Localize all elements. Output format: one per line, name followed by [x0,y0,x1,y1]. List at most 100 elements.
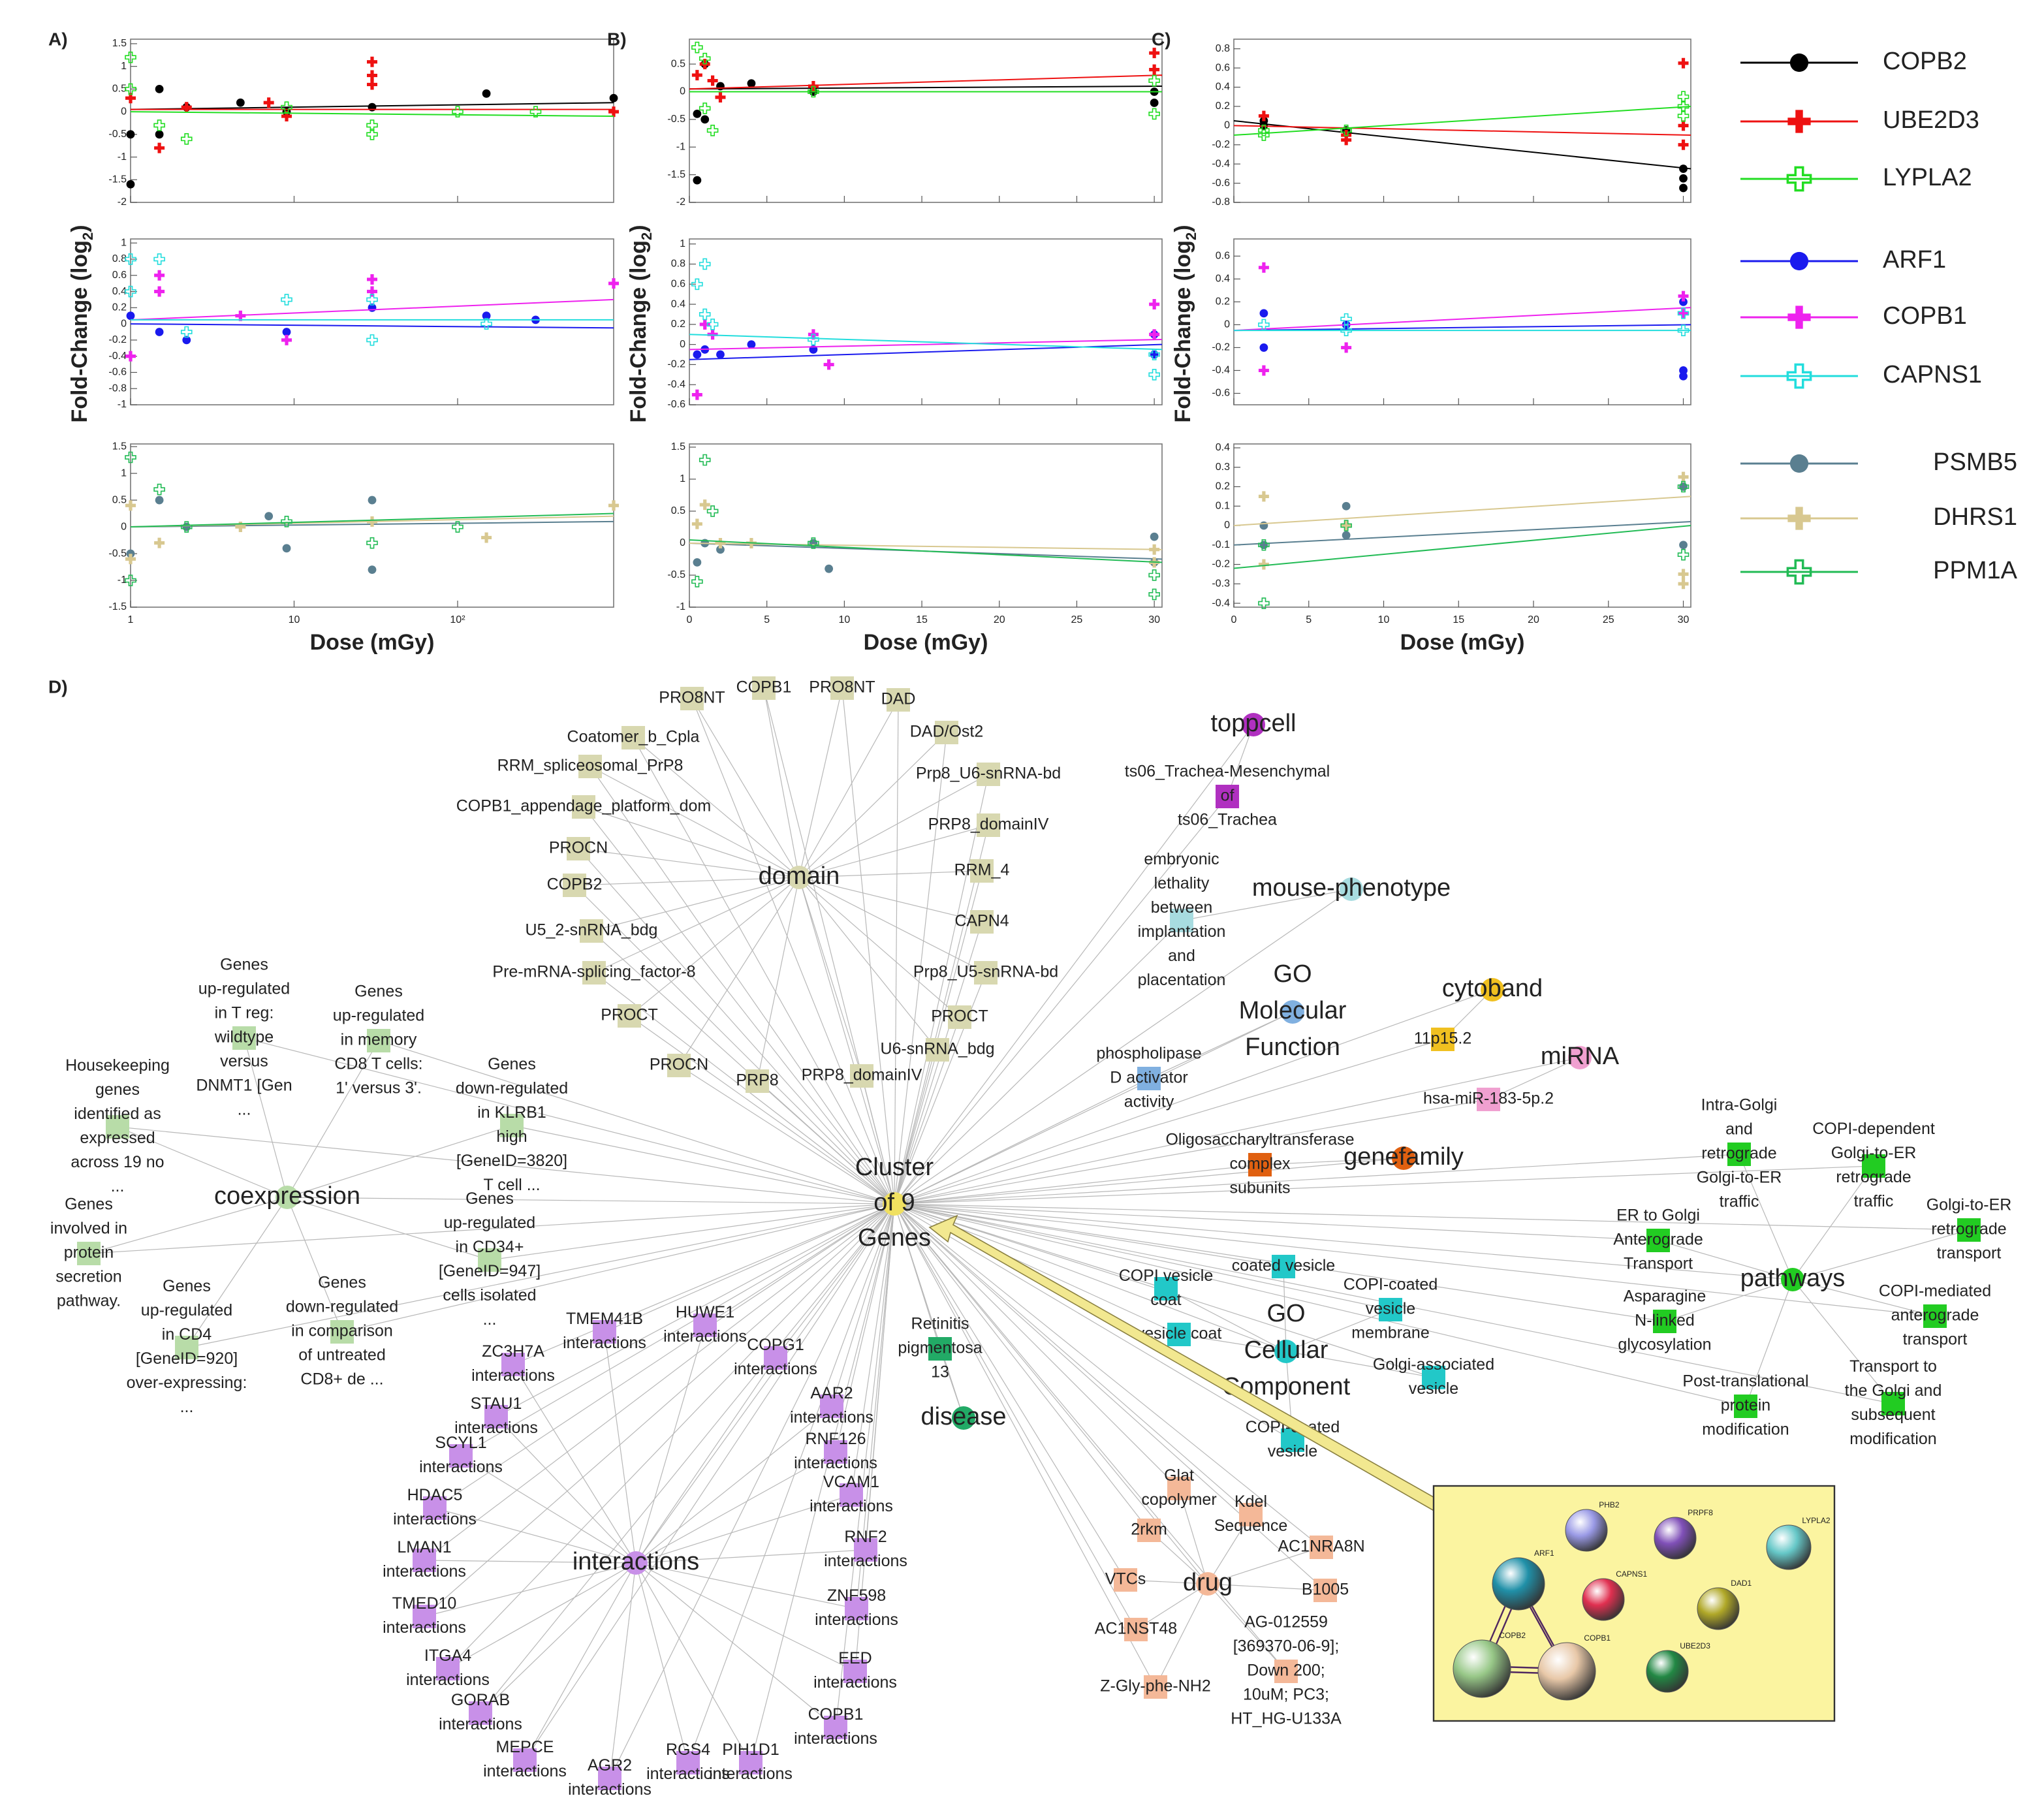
edge [633,737,800,878]
edge [894,1158,1404,1205]
edge [629,1015,895,1205]
edge [798,687,843,878]
leaf-label: Post-translational [1682,1372,1808,1391]
legend-label: UBE2D3 [1883,106,1979,134]
leaf-node [501,1353,525,1376]
leaf-label: up-regulated [333,1007,424,1025]
leaf-node [680,687,704,710]
y-axis-label-part: 2 [638,232,655,240]
edge [894,1203,1322,1548]
leaf-node [948,1005,971,1029]
edge [287,1197,490,1261]
leaf-label: RNF126 [805,1430,866,1448]
hub-node [1242,713,1265,736]
leaf-node [593,1320,616,1344]
edge [894,699,899,1205]
fit-line [130,111,614,118]
leaf-label: genes [95,1080,140,1099]
edge [1488,1057,1580,1100]
data-point [699,102,711,114]
leaf-node [970,859,994,883]
leaf-label: between [1151,898,1213,917]
y-tick-label: -0.2 [1212,559,1230,570]
leaf-node [1239,1503,1263,1526]
leaf-label: Genes [318,1274,366,1292]
leaf-label: Sequence [1214,1517,1288,1535]
edge [763,687,800,878]
leaf-node [746,1069,769,1093]
data-point [1258,110,1269,121]
edge [798,870,983,878]
edge [635,1325,706,1564]
edge [480,1562,637,1714]
leaf-label: PROCN [549,839,608,857]
edge [590,766,800,878]
leaf-label: B1005 [1302,1581,1349,1599]
fit-line [689,338,1163,351]
y-axis-label-part: ) [1171,225,1195,232]
leaf-label: interactions [383,1618,466,1637]
leaf-label: ts06_Trachea-Mesenchymal [1125,763,1330,781]
legend-label: PPM1A [1933,557,2017,584]
edge [489,1203,895,1261]
y-tick-label: 0.8 [671,259,685,270]
leaf-label: CD8+ de ... [300,1370,383,1389]
edge [894,989,1493,1205]
y-tick-label: 0.4 [1216,274,1230,285]
center-node [883,1192,906,1216]
y-tick-label: 0.5 [112,84,127,95]
data-point [155,328,164,336]
y-tick-label: 1.5 [112,441,127,452]
edge [750,1203,895,1763]
leaf-label: Retinitis [911,1315,969,1333]
edge [524,1203,895,1761]
edge [831,1203,895,1407]
edge [851,1203,895,1496]
edge [1178,1334,1287,1352]
y-tick-label: 0.4 [671,298,685,309]
leaf-label: ITGA4 [424,1647,471,1665]
y-tick-label: -1 [676,141,685,152]
leaf-node [693,1314,717,1337]
leaf-label: Anterograde [1613,1231,1703,1249]
edge [894,1203,1167,1289]
leaf-label: Glat [1164,1466,1194,1485]
x-tick-label: 25 [1603,614,1614,625]
leaf-label: [369370-06-9]; [1233,1637,1340,1656]
edge [1125,1579,1208,1584]
leaf-label: Down 200; [1247,1662,1325,1680]
leaf-label: PRP8 [736,1071,778,1090]
data-point [706,319,719,330]
leaf-node [820,1395,843,1418]
data-point [1259,343,1268,352]
leaf-label: interactions [824,1552,907,1570]
leaf-label: expressed [80,1129,155,1147]
y-tick-label: 0.8 [1216,43,1230,54]
y-tick-label: -2 [118,197,127,208]
leaf-label: in CD34+ [456,1238,524,1256]
leaf-label: up-regulated [141,1301,232,1319]
leaf-label: ... [483,1310,497,1329]
leaf-node [1653,1310,1676,1333]
edge [117,1126,288,1198]
protein-label: DAD1 [1731,1579,1752,1588]
edge [633,737,895,1205]
leaf-node [854,1538,877,1562]
leaf-node [1477,1088,1500,1111]
leaf-label: EED [838,1649,872,1667]
y-tick-label: 0.2 [1216,296,1230,307]
leaf-node [1274,1660,1298,1683]
leaf-label: modification [1702,1421,1789,1439]
leaf-label: 11p15.2 [1414,1030,1472,1048]
leaf-node [1124,1618,1148,1641]
data-point [1148,349,1160,360]
hub-node [1281,1000,1304,1024]
data-point [608,106,620,118]
data-point [1148,369,1160,381]
data-point [716,545,725,554]
leaf-node [449,1444,473,1468]
leaf-node [1422,1366,1445,1389]
y-axis-label: Fold-Change (log2) [1171,225,1199,422]
leaf-label: complex [1229,1155,1291,1173]
